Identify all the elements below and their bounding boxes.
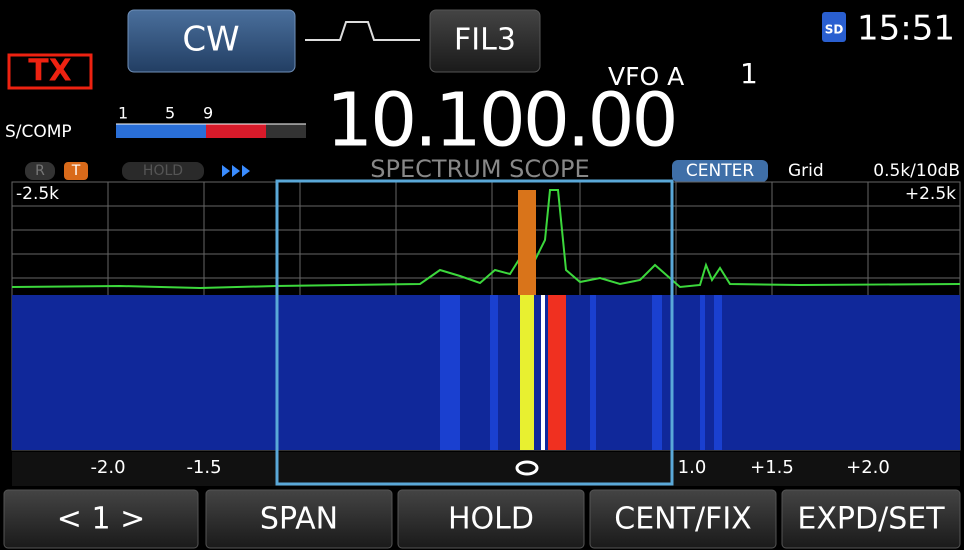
button-label: < 1 >: [57, 502, 145, 537]
tx-indicator: TX: [28, 54, 72, 89]
mode-button[interactable]: CW: [128, 10, 295, 72]
meter-scale: 9: [203, 104, 213, 123]
radio-screen: CW FIL3 SD 15:51 TX VFO A 1 10.100.00 S/…: [0, 0, 964, 550]
hold-indicator: HOLD: [143, 163, 183, 179]
vfo-number: 1: [740, 57, 758, 90]
waterfall: [12, 295, 960, 450]
button[interactable]: EXPD/SET: [782, 490, 960, 548]
signal-red: [548, 295, 566, 450]
button-label: SPAN: [260, 502, 338, 537]
scope-title: SPECTRUM SCOPE: [370, 155, 589, 183]
scale-label: +1.5: [750, 457, 794, 478]
button-label: CENT/FIX: [614, 502, 751, 537]
button[interactable]: SPAN: [206, 490, 392, 548]
clock: 15:51: [857, 9, 955, 49]
scale-label: -1.5: [186, 457, 221, 478]
tx-marker: [518, 190, 536, 295]
frequency: 10.100.00: [326, 78, 676, 164]
right-edge: +2.5k: [905, 184, 956, 204]
button[interactable]: HOLD: [398, 490, 584, 548]
signal-core: [541, 295, 545, 450]
button-label: HOLD: [448, 502, 534, 537]
filter-label: FIL3: [454, 23, 516, 58]
r-indicator: R: [35, 163, 45, 179]
grid-label: Grid: [788, 161, 824, 181]
button[interactable]: < 1 >: [4, 490, 198, 548]
meter-scale: 5: [165, 104, 175, 123]
meter-scale: 1: [118, 104, 128, 123]
scale-label: 1.0: [678, 457, 707, 478]
sd-label: SD: [825, 23, 844, 37]
scale-label: +2.0: [846, 457, 890, 478]
filter-button[interactable]: FIL3: [430, 10, 540, 72]
button-label: EXPD/SET: [797, 502, 945, 537]
t-indicator: T: [71, 163, 81, 179]
scope-mode: CENTER: [686, 161, 754, 181]
mode-label: CW: [182, 20, 239, 60]
scale-label: -2.0: [90, 457, 125, 478]
button[interactable]: CENT/FIX: [590, 490, 776, 548]
left-edge: -2.5k: [16, 184, 59, 204]
cw-signal: [520, 295, 534, 450]
meter-bar: [116, 124, 306, 138]
meter-label: S/COMP: [5, 122, 72, 142]
grid-value: 0.5k/10dB: [873, 161, 960, 181]
scale-bar: [12, 452, 960, 486]
